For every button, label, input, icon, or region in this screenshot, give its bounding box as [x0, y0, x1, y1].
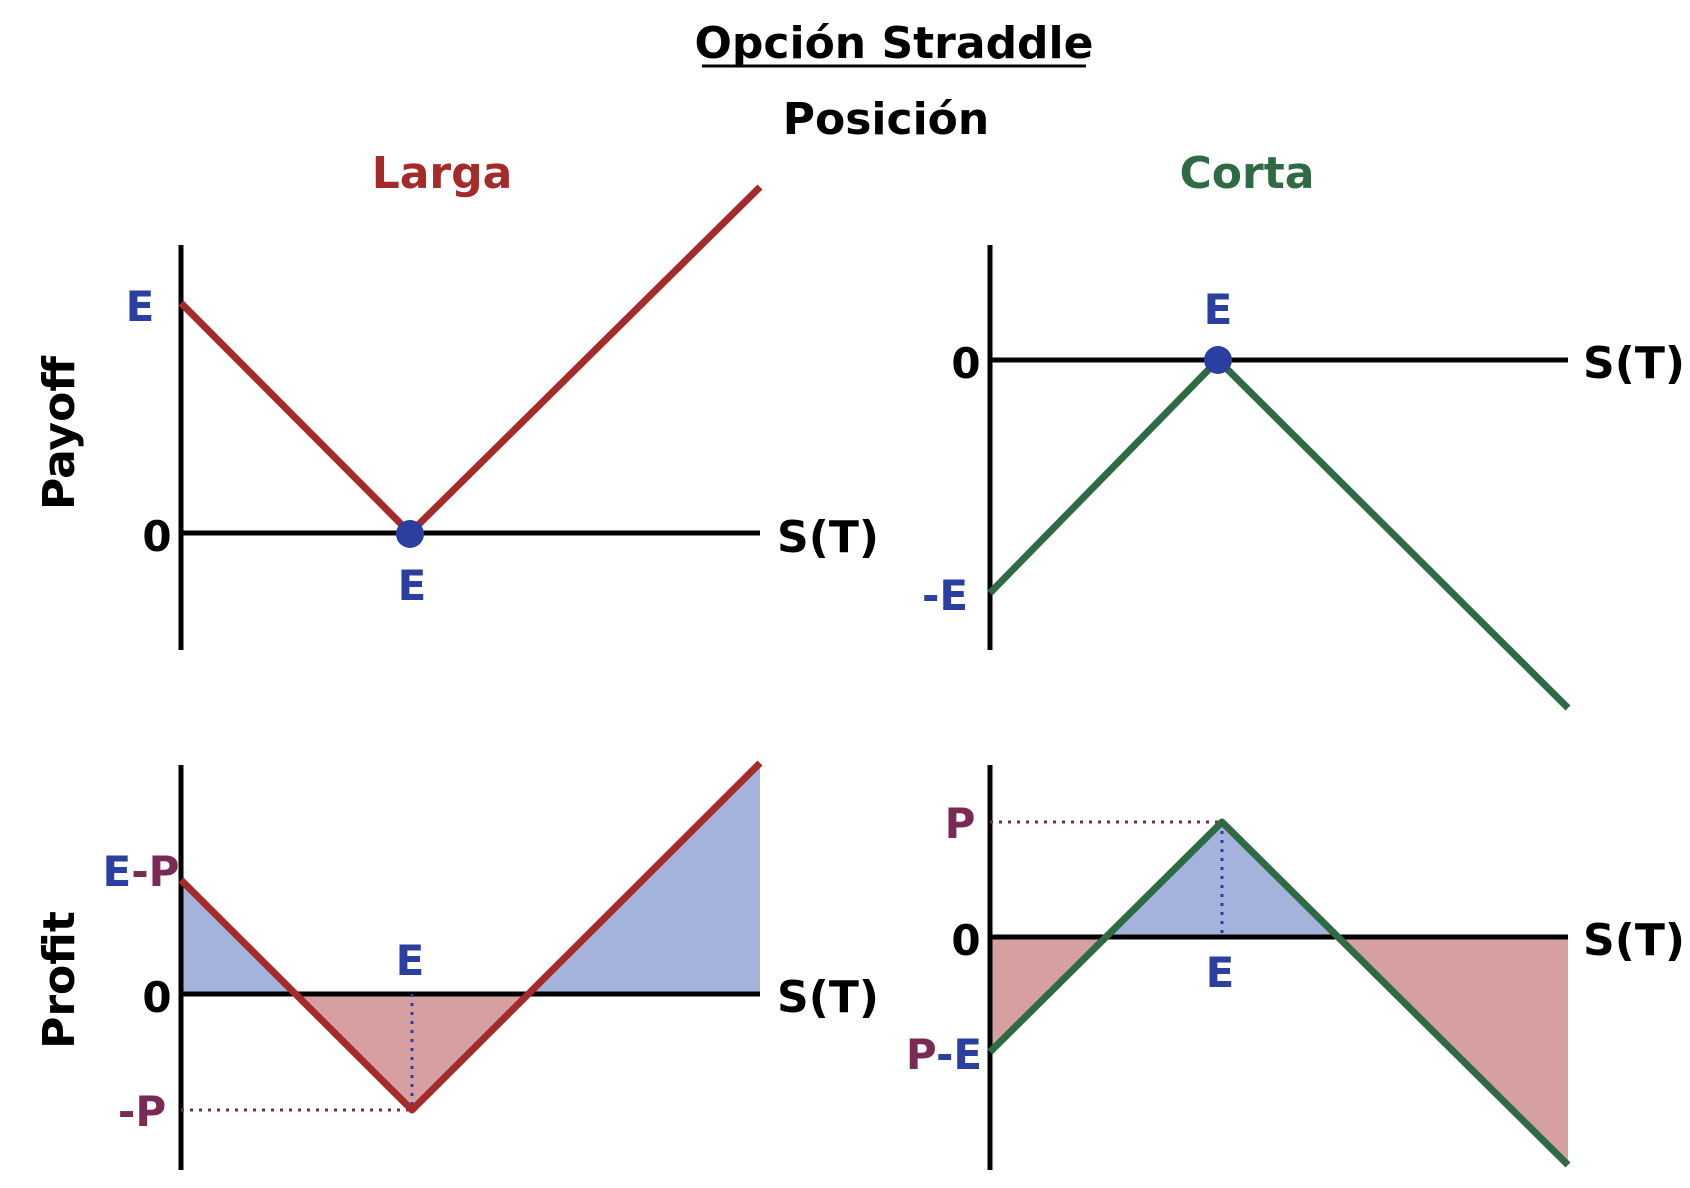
zero-label: 0 [951, 339, 980, 388]
row-title-profit: Profit [34, 911, 85, 1049]
strike-point [1204, 346, 1232, 374]
y-label-p-minus-e: P-E [906, 1030, 982, 1079]
y-label-strike: E [126, 282, 155, 331]
panel-long-profit: E-P 0 E -P S(T) [103, 760, 879, 1170]
y-label-neg-strike: -E [922, 571, 968, 620]
y-label-e-minus-p: E-P [103, 847, 180, 896]
label-p-part: -P [131, 847, 179, 896]
diagram-subtitle: Posición [783, 94, 989, 145]
x-axis-label: S(T) [777, 512, 879, 563]
zero-label: 0 [142, 512, 171, 561]
label-p-part: P [906, 1030, 936, 1079]
panel-long-payoff: E 0 E S(T) [126, 184, 879, 650]
column-title-short: Corta [1180, 148, 1315, 199]
x-axis-label: S(T) [777, 972, 879, 1023]
label-e-part: -E [936, 1030, 982, 1079]
zero-label: 0 [951, 916, 980, 965]
panel-short-profit: P 0 E P-E S(T) [906, 765, 1685, 1170]
x-label-strike: E [1206, 948, 1235, 997]
zero-label: 0 [142, 973, 171, 1022]
short-profit-line [987, 818, 1571, 1168]
row-title-payoff: Payoff [34, 355, 85, 510]
y-label-premium: P [945, 799, 976, 848]
x-label-strike: E [396, 936, 425, 985]
label-e-part: E [103, 847, 132, 896]
strike-point [396, 520, 424, 548]
diagram-title: Opción Straddle [695, 18, 1094, 69]
column-title-long: Larga [372, 148, 513, 199]
panel-short-payoff: E 0 -E S(T) [922, 245, 1685, 711]
x-label-strike: E [398, 561, 427, 610]
long-payoff-line [178, 184, 763, 537]
y-label-neg-premium: -P [118, 1087, 166, 1136]
long-profit-line [178, 760, 763, 1114]
x-axis-label: S(T) [1583, 338, 1685, 389]
loss-area [296, 994, 526, 1110]
short-payoff-line [987, 356, 1571, 711]
gain-area [1103, 822, 1336, 937]
x-label-strike: E [1204, 285, 1233, 334]
x-axis-label: S(T) [1583, 915, 1685, 966]
